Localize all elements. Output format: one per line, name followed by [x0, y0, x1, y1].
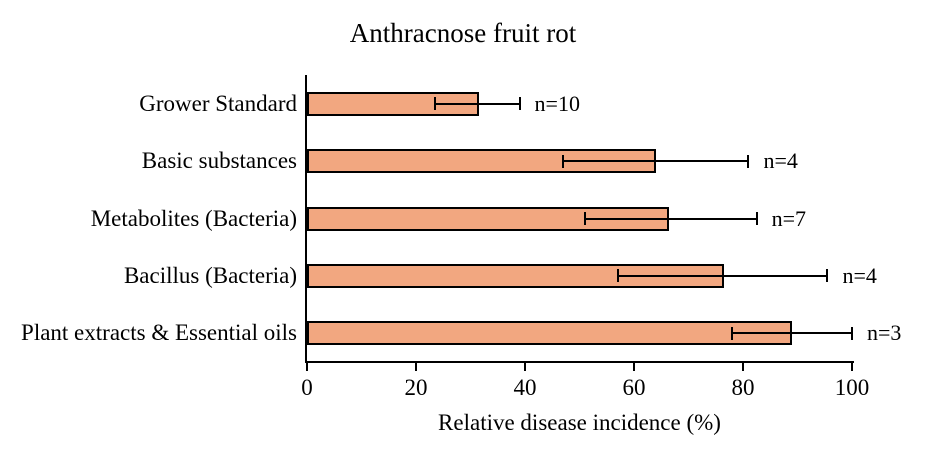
error-bar-cap-left — [583, 212, 586, 225]
sample-size-label: n=4 — [763, 148, 798, 174]
category-label: Grower Standard — [139, 90, 297, 116]
category-label: Basic substances — [141, 148, 297, 174]
error-bar-cap-right — [755, 212, 758, 225]
x-tick-label: 0 — [301, 375, 313, 400]
bar — [307, 321, 793, 346]
error-bar — [732, 332, 852, 335]
sample-size-label: n=7 — [771, 205, 807, 231]
x-tick-mark — [306, 362, 308, 371]
bar — [307, 91, 479, 116]
x-tick-mark — [633, 362, 635, 371]
sample-size-label: n=4 — [842, 262, 877, 288]
error-bar-cap-right — [518, 97, 521, 111]
error-bar — [617, 274, 828, 277]
x-tick-label: 40 — [513, 375, 537, 400]
x-tick-label: 60 — [622, 375, 646, 400]
x-tick-label: 100 — [834, 375, 870, 400]
x-axis-line — [305, 361, 854, 363]
error-bar-cap-left — [434, 97, 437, 111]
x-tick-mark — [742, 362, 744, 371]
error-bar-cap-right — [826, 269, 829, 283]
sample-size-label: n=10 — [534, 90, 580, 116]
error-bar-cap-right — [851, 326, 853, 340]
x-tick-mark — [524, 362, 526, 371]
x-tick-mark — [415, 362, 417, 371]
x-tick-label: 20 — [404, 375, 428, 400]
category-label: Plant extracts & Essential oils — [21, 320, 297, 346]
error-bar — [584, 217, 757, 220]
error-bar-cap-left — [562, 154, 565, 168]
sample-size-label: n=3 — [867, 320, 902, 346]
chart-title: Anthracnose fruit rot — [349, 18, 577, 48]
x-tick-mark — [851, 362, 853, 371]
category-label: Bacillus (Bacteria) — [123, 262, 297, 288]
bar — [307, 149, 656, 174]
error-bar-cap-left — [616, 269, 619, 283]
x-tick-label: 80 — [731, 375, 755, 400]
error-bar — [435, 102, 520, 105]
error-bar-cap-left — [731, 326, 734, 340]
y-axis-line — [305, 75, 307, 363]
error-bar-cap-right — [747, 154, 750, 168]
category-label: Metabolites (Bacteria) — [90, 205, 297, 231]
x-axis-title: Relative disease incidence (%) — [438, 410, 721, 435]
error-bar — [563, 160, 749, 163]
